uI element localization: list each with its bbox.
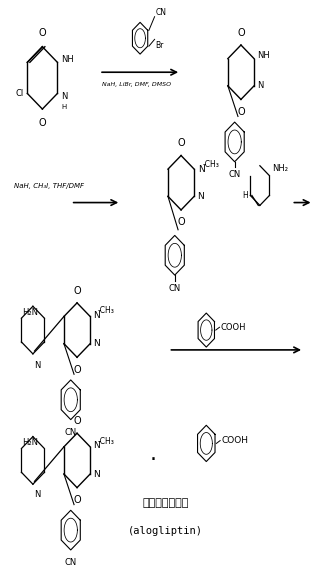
Text: CN: CN [169, 284, 181, 292]
Text: (alogliptin): (alogliptin) [128, 526, 203, 536]
Text: H₂N: H₂N [22, 439, 38, 447]
Text: Cl: Cl [15, 89, 24, 98]
Text: O: O [73, 416, 81, 426]
Text: NH: NH [61, 55, 74, 64]
Text: COOH: COOH [221, 436, 248, 445]
Text: N: N [198, 164, 205, 174]
Text: O: O [73, 495, 81, 505]
Text: NH₂: NH₂ [273, 164, 288, 173]
Text: N: N [34, 490, 41, 499]
Text: NaH, CH₃I, THF/DMF: NaH, CH₃I, THF/DMF [14, 183, 84, 188]
Text: O: O [38, 118, 46, 127]
Text: O: O [38, 28, 46, 38]
Text: ·: · [149, 451, 156, 471]
Text: N: N [93, 339, 100, 348]
Text: N: N [197, 192, 204, 201]
Text: -CH₃: -CH₃ [203, 160, 220, 169]
Text: NH: NH [257, 51, 270, 61]
Text: CN: CN [229, 170, 241, 179]
Text: 苯甲酸阿格列汀: 苯甲酸阿格列汀 [142, 498, 189, 508]
Text: N: N [61, 92, 67, 101]
Text: N: N [93, 311, 100, 320]
Text: -CH₃: -CH₃ [98, 306, 115, 315]
Text: Br: Br [155, 41, 163, 50]
Text: H: H [242, 191, 248, 200]
Text: N: N [34, 361, 41, 369]
Text: N: N [257, 81, 264, 90]
Text: -CH₃: -CH₃ [98, 437, 115, 445]
Text: CN: CN [65, 428, 77, 437]
Text: O: O [177, 218, 185, 227]
Text: NaH, LiBr, DMF, DMSO: NaH, LiBr, DMF, DMSO [102, 82, 171, 87]
Text: O: O [177, 138, 185, 148]
Text: O: O [73, 365, 81, 375]
Text: N: N [93, 441, 100, 450]
Text: CN: CN [155, 7, 166, 17]
Text: O: O [237, 107, 245, 117]
Text: COOH: COOH [220, 323, 246, 332]
Text: CN: CN [65, 558, 77, 568]
Text: H₂N: H₂N [22, 308, 38, 317]
Text: O: O [73, 286, 81, 296]
Text: O: O [237, 27, 245, 38]
Text: H: H [61, 104, 66, 110]
Text: N: N [93, 469, 100, 478]
